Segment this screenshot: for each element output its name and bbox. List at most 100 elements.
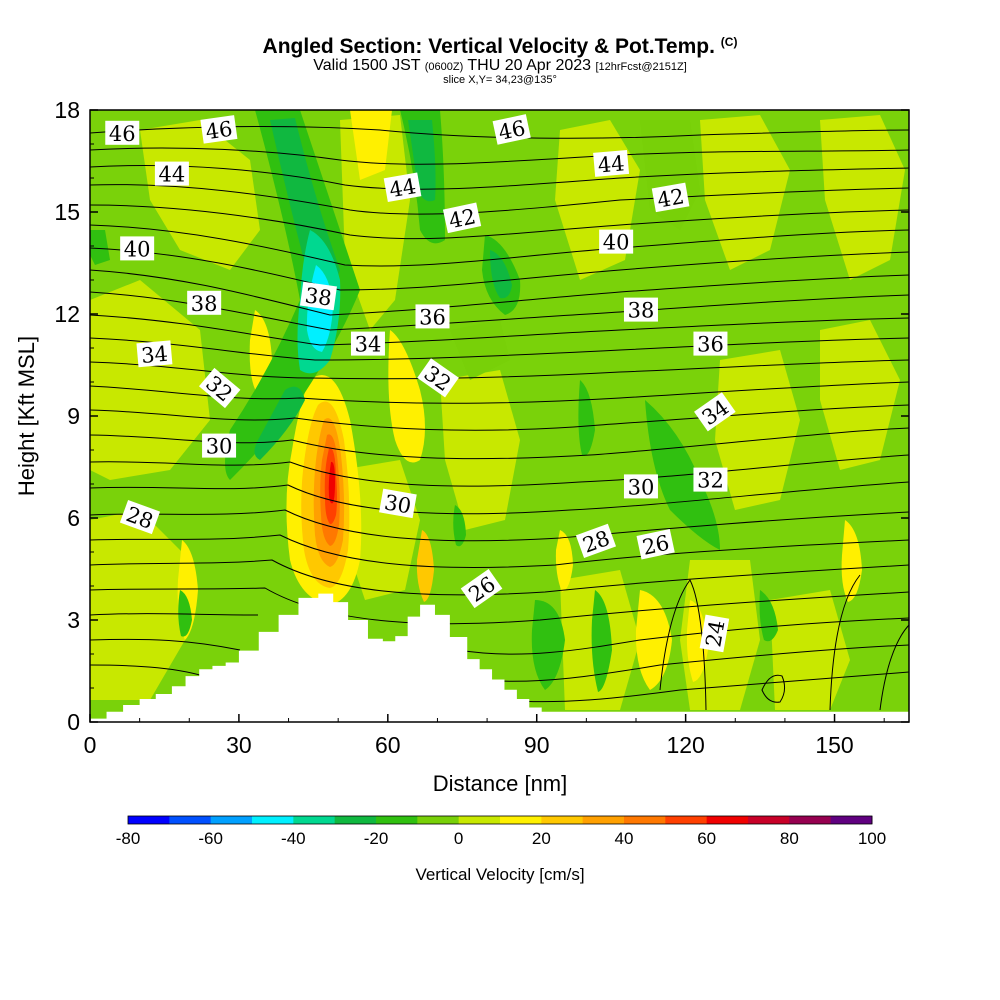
contour-label: 44 bbox=[593, 149, 630, 178]
colorbar-tick-label: 60 bbox=[697, 829, 716, 848]
contour-label: 40 bbox=[120, 236, 155, 261]
contour-label: 40 bbox=[599, 229, 634, 255]
contour-label-text: 38 bbox=[303, 283, 333, 310]
x-tick-label: 150 bbox=[815, 732, 853, 758]
contour-label: 30 bbox=[202, 433, 237, 459]
contour-label-text: 44 bbox=[159, 163, 186, 187]
y-tick-label: 9 bbox=[67, 403, 80, 429]
colorbar-swatch bbox=[748, 816, 790, 824]
x-tick-label: 0 bbox=[84, 732, 97, 758]
chart-subtitle: Valid 1500 JST (0600Z) THU 20 Apr 2023 [… bbox=[313, 57, 687, 74]
contour-label: 30 bbox=[623, 474, 658, 499]
y-tick-label: 6 bbox=[67, 505, 80, 531]
colorbar-swatch bbox=[706, 816, 749, 824]
contour-label-text: 24 bbox=[701, 618, 729, 648]
y-axis-title: Height [Kft MSL] bbox=[14, 336, 39, 496]
x-tick-label: 120 bbox=[666, 732, 704, 758]
contour-label: 42 bbox=[651, 182, 690, 213]
colorbar-swatch bbox=[169, 816, 212, 824]
x-tick-label: 60 bbox=[375, 732, 401, 758]
velocity-field bbox=[90, 110, 909, 722]
contour-label: 46 bbox=[492, 114, 531, 145]
contour-label: 46 bbox=[105, 120, 140, 146]
colorbar-tick-label: -20 bbox=[364, 829, 389, 848]
colorbar-tick-label: 0 bbox=[454, 829, 463, 848]
colorbar-swatch bbox=[128, 816, 170, 824]
contour-label-text: 42 bbox=[447, 204, 478, 233]
colorbar-swatch bbox=[830, 816, 873, 824]
x-tick-label: 30 bbox=[226, 732, 252, 758]
contour-label: 38 bbox=[623, 297, 658, 323]
contour-label-text: 30 bbox=[206, 435, 233, 459]
contour-label-text: 40 bbox=[603, 231, 630, 255]
contour-label: 38 bbox=[299, 281, 337, 311]
colorbar-swatch bbox=[252, 816, 294, 824]
colorbar-swatch bbox=[376, 816, 418, 824]
y-tick-label: 18 bbox=[54, 97, 80, 123]
colorbar-frame bbox=[127, 815, 873, 825]
contour-label-text: 30 bbox=[628, 475, 655, 499]
y-tick-label: 12 bbox=[54, 301, 80, 327]
colorbar-swatch bbox=[500, 816, 542, 824]
contour-label-text: 34 bbox=[355, 333, 382, 357]
contour-label-text: 46 bbox=[204, 117, 234, 144]
contour-label-text: 46 bbox=[109, 122, 136, 146]
contour-label-text: 36 bbox=[697, 333, 724, 357]
contour-label-text: 32 bbox=[697, 469, 724, 493]
colorbar: -80 -60 -40 -20 0 20 40 60 80 100 bbox=[116, 815, 886, 848]
colorbar-swatch bbox=[665, 816, 708, 824]
slice-info: slice X,Y= 34,23@135° bbox=[443, 74, 557, 86]
contour-label: 36 bbox=[693, 331, 728, 357]
contour-label: 36 bbox=[415, 304, 450, 329]
y-tick-label: 3 bbox=[67, 607, 80, 633]
contour-label-text: 38 bbox=[191, 292, 218, 316]
colorbar-swatch bbox=[417, 816, 460, 824]
colorbar-tick-label: -80 bbox=[116, 829, 141, 848]
colorbar-tick-label: 20 bbox=[532, 829, 551, 848]
contour-label: 24 bbox=[699, 614, 730, 653]
colorbar-tick-label: -60 bbox=[198, 829, 223, 848]
colorbar-swatch bbox=[582, 816, 625, 824]
terrain-profile bbox=[90, 593, 909, 723]
contour-label: 34 bbox=[350, 331, 385, 357]
y-tick-label: 0 bbox=[67, 709, 80, 735]
contour-label-text: 46 bbox=[496, 116, 527, 145]
contour-label-text: 38 bbox=[628, 299, 655, 323]
contour-label: 30 bbox=[379, 488, 417, 519]
contour-label: 44 bbox=[154, 161, 189, 187]
updraft-core bbox=[286, 375, 362, 605]
colorbar-swatch bbox=[624, 816, 666, 824]
colorbar-tick-label: 40 bbox=[615, 829, 634, 848]
contour-label-text: 44 bbox=[387, 174, 417, 202]
colorbar-swatch bbox=[789, 816, 832, 824]
contour-label: 38 bbox=[187, 290, 222, 316]
colorbar-swatch bbox=[293, 816, 336, 824]
x-tick-label: 90 bbox=[524, 732, 550, 758]
colorbar-swatch bbox=[210, 816, 253, 824]
contour-label-text: 30 bbox=[382, 490, 412, 518]
contour-label: 42 bbox=[442, 202, 482, 233]
y-tick-label: 15 bbox=[54, 199, 80, 225]
colorbar-title: Vertical Velocity [cm/s] bbox=[415, 865, 584, 884]
contour-label-text: 44 bbox=[597, 151, 626, 177]
contour-label: 26 bbox=[636, 528, 675, 560]
contour-label-text: 26 bbox=[640, 531, 671, 560]
contour-label: 44 bbox=[383, 172, 422, 202]
colorbar-swatch bbox=[334, 816, 377, 824]
weak-updraft-areas bbox=[90, 115, 905, 710]
colorbar-tick-label: -40 bbox=[281, 829, 306, 848]
colorbar-tick-label: 100 bbox=[858, 829, 886, 848]
colorbar-swatch bbox=[458, 816, 501, 824]
chart-title-block: Angled Section: Vertical Velocity & Pot.… bbox=[0, 36, 1000, 86]
colorbar-swatch bbox=[541, 816, 584, 824]
contour-label: 34 bbox=[136, 340, 173, 368]
contour-label-text: 34 bbox=[140, 342, 169, 368]
x-axis: 0 30 60 90 120 150 bbox=[84, 714, 885, 758]
colorbar-tick-label: 80 bbox=[780, 829, 799, 848]
contour-label: 46 bbox=[200, 115, 238, 144]
contour-label-text: 42 bbox=[655, 184, 685, 212]
contour-label: 32 bbox=[693, 467, 728, 493]
